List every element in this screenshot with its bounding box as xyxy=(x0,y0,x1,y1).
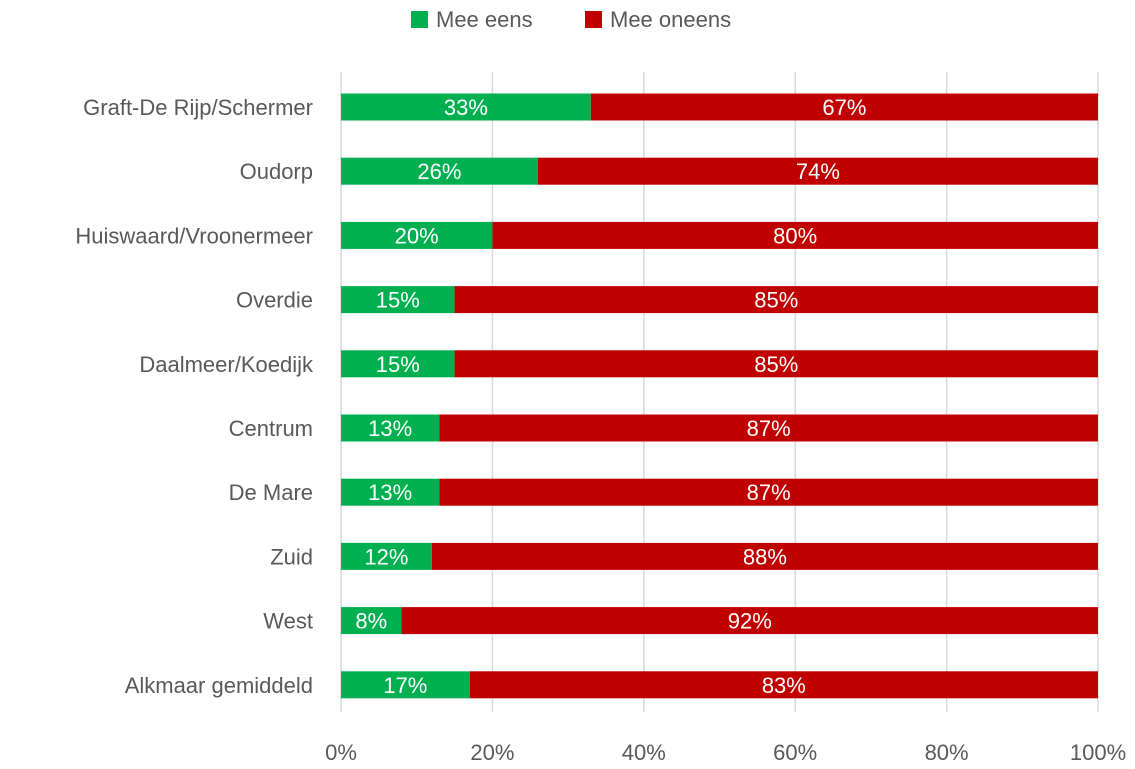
data-label: 15% xyxy=(376,288,420,313)
bar-mee-oneens xyxy=(454,286,1098,314)
bars xyxy=(341,93,1099,699)
category-label: Graft-De Rijp/Schermer xyxy=(83,95,313,120)
bar-mee-oneens xyxy=(590,93,1098,121)
x-tick-label: 60% xyxy=(773,740,817,764)
category-label: Zuid xyxy=(270,544,313,569)
data-label: 20% xyxy=(395,223,439,248)
category-label: West xyxy=(263,609,313,634)
category-label: Huiswaard/Vroonermeer xyxy=(75,223,313,248)
data-label: 87% xyxy=(747,416,791,441)
data-label: 85% xyxy=(754,288,798,313)
bar-mee-oneens xyxy=(431,542,1099,570)
bar-mee-oneens xyxy=(439,478,1098,506)
data-label: 13% xyxy=(368,480,412,505)
data-label: 67% xyxy=(822,95,866,120)
bar-mee-eens xyxy=(341,221,493,249)
data-label: 80% xyxy=(773,223,817,248)
data-label: 33% xyxy=(444,95,488,120)
data-label: 17% xyxy=(383,673,427,698)
data-label: 8% xyxy=(355,609,387,634)
x-tick-label: 0% xyxy=(325,740,357,764)
category-label: Overdie xyxy=(236,288,313,313)
legend-swatch xyxy=(411,11,428,28)
legend-label: Mee eens xyxy=(436,7,533,32)
bar-mee-eens xyxy=(341,157,538,185)
category-label: Centrum xyxy=(229,416,313,441)
bar-mee-oneens xyxy=(469,671,1098,699)
labels: 0% 20% 40% 60% 80% 100% Graft-De Rijp/Schermer… xyxy=(75,95,1126,765)
bar-mee-eens xyxy=(341,671,470,699)
bar-mee-oneens xyxy=(401,607,1098,635)
x-tick-label: 40% xyxy=(622,740,666,764)
x-tick-label: 80% xyxy=(925,740,969,764)
bar-mee-eens xyxy=(341,350,455,378)
bar-mee-eens xyxy=(341,286,455,314)
category-label: Oudorp xyxy=(240,159,313,184)
data-label: 26% xyxy=(417,159,461,184)
bar-mee-oneens xyxy=(439,414,1098,442)
data-label: 12% xyxy=(364,544,408,569)
bar-mee-eens xyxy=(341,93,591,121)
bar-mee-eens xyxy=(341,542,432,570)
data-label: 87% xyxy=(747,480,791,505)
x-tick-label: 20% xyxy=(470,740,514,764)
data-label: 85% xyxy=(754,352,798,377)
bar-mee-eens xyxy=(341,607,402,635)
legend-label: Mee oneens xyxy=(610,7,731,32)
x-tick-label: 100% xyxy=(1070,740,1126,764)
legend: Mee eens Mee oneens xyxy=(411,7,731,32)
legend-swatch xyxy=(585,11,602,28)
data-label: 88% xyxy=(743,544,787,569)
bar-mee-oneens xyxy=(454,350,1098,378)
bar-mee-oneens xyxy=(492,221,1098,249)
category-label: De Mare xyxy=(229,480,313,505)
data-label: 13% xyxy=(368,416,412,441)
bar-mee-eens xyxy=(341,414,440,442)
category-label: Daalmeer/Koedijk xyxy=(139,352,314,377)
bar-mee-oneens xyxy=(537,157,1098,185)
data-label: 83% xyxy=(762,673,806,698)
category-label: Alkmaar gemiddeld xyxy=(125,673,313,698)
data-label: 74% xyxy=(796,159,840,184)
data-label: 15% xyxy=(376,352,420,377)
bar-mee-eens xyxy=(341,478,440,506)
data-label: 92% xyxy=(728,609,772,634)
